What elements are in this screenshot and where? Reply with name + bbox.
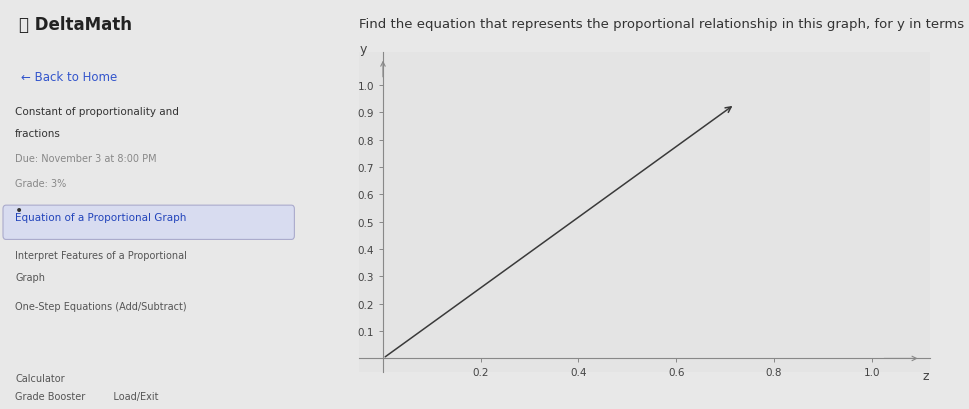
Text: Find the equation that represents the proportional relationship in this graph, f: Find the equation that represents the pr… <box>359 18 969 31</box>
Text: Graph: Graph <box>16 272 45 282</box>
Text: Due: November 3 at 8:00 PM: Due: November 3 at 8:00 PM <box>16 153 157 164</box>
Text: ⭐ DeltaMath: ⭐ DeltaMath <box>19 16 133 34</box>
Text: Grade: 3%: Grade: 3% <box>16 179 66 189</box>
Text: fractions: fractions <box>16 128 61 138</box>
Text: Constant of proportionality and: Constant of proportionality and <box>16 107 179 117</box>
Text: One-Step Equations (Add/Subtract): One-Step Equations (Add/Subtract) <box>16 301 187 311</box>
Text: Grade Booster         Load/Exit: Grade Booster Load/Exit <box>16 391 159 401</box>
Text: z: z <box>922 369 928 382</box>
Text: Calculator: Calculator <box>16 373 65 383</box>
Text: Equation of a Proportional Graph: Equation of a Proportional Graph <box>16 213 186 223</box>
Text: •: • <box>16 204 23 218</box>
Text: y: y <box>359 43 367 56</box>
Text: Interpret Features of a Proportional: Interpret Features of a Proportional <box>16 251 187 261</box>
Text: ← Back to Home: ← Back to Home <box>21 71 117 84</box>
FancyBboxPatch shape <box>3 206 295 240</box>
